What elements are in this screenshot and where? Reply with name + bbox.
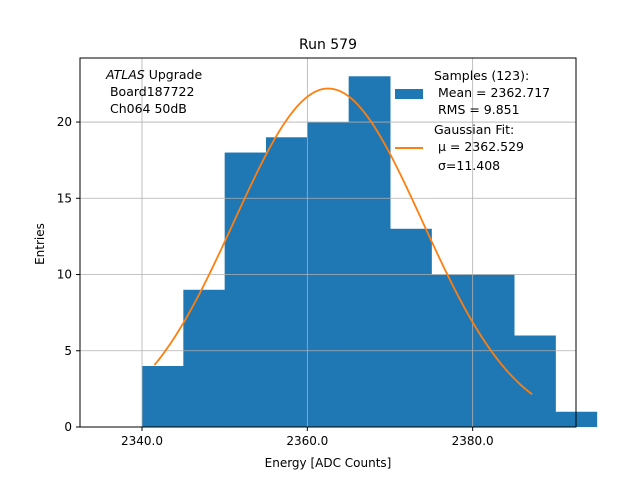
y-axis-label: Entries bbox=[33, 223, 47, 265]
histogram-bar bbox=[224, 152, 267, 428]
annotation-atlas: ATLAS bbox=[105, 67, 145, 82]
chart-title: Run 579 bbox=[299, 37, 357, 53]
legend: Samples (123): Mean = 2362.717 RMS = 9.8… bbox=[395, 68, 550, 173]
legend-hist-label: Samples (123): bbox=[434, 68, 529, 83]
atlas-annotation: ATLAS Upgrade Board187722 Ch064 50dB bbox=[105, 67, 202, 116]
legend-hist-mean: Mean = 2362.717 bbox=[434, 85, 550, 100]
y-tick-label: 5 bbox=[64, 344, 72, 358]
histogram-bar bbox=[142, 366, 184, 427]
legend-hist-swatch bbox=[395, 89, 423, 99]
annotation-upgrade: Upgrade bbox=[145, 67, 203, 82]
legend-fit-sigma: σ=11.408 bbox=[434, 158, 500, 173]
y-tick-label: 10 bbox=[57, 268, 72, 282]
legend-hist-rms: RMS = 9.851 bbox=[434, 102, 520, 117]
histogram-bar bbox=[348, 76, 391, 428]
x-tick-label: 2380.0 bbox=[452, 434, 494, 448]
x-tick-label: 2360.0 bbox=[286, 434, 328, 448]
annotation-board: Board187722 bbox=[106, 84, 194, 99]
plot-frame bbox=[79, 57, 577, 428]
annotation-channel: Ch064 50dB bbox=[106, 101, 187, 116]
legend-fit-mu: μ = 2362.529 bbox=[434, 139, 524, 154]
histogram-bar bbox=[514, 335, 556, 427]
x-tick-label: 2340.0 bbox=[121, 434, 163, 448]
histogram-bar bbox=[390, 228, 432, 427]
legend-fit-label: Gaussian Fit: bbox=[434, 122, 514, 137]
histogram-bar bbox=[266, 137, 308, 428]
y-tick-label: 20 bbox=[57, 115, 72, 129]
y-tick-label: 0 bbox=[64, 420, 72, 434]
x-axis-label: Energy [ADC Counts] bbox=[265, 456, 392, 470]
annotation-line-1: ATLAS Upgrade bbox=[105, 67, 202, 82]
y-tick-label: 15 bbox=[57, 191, 72, 205]
gaussian-fit-line bbox=[153, 87, 533, 396]
